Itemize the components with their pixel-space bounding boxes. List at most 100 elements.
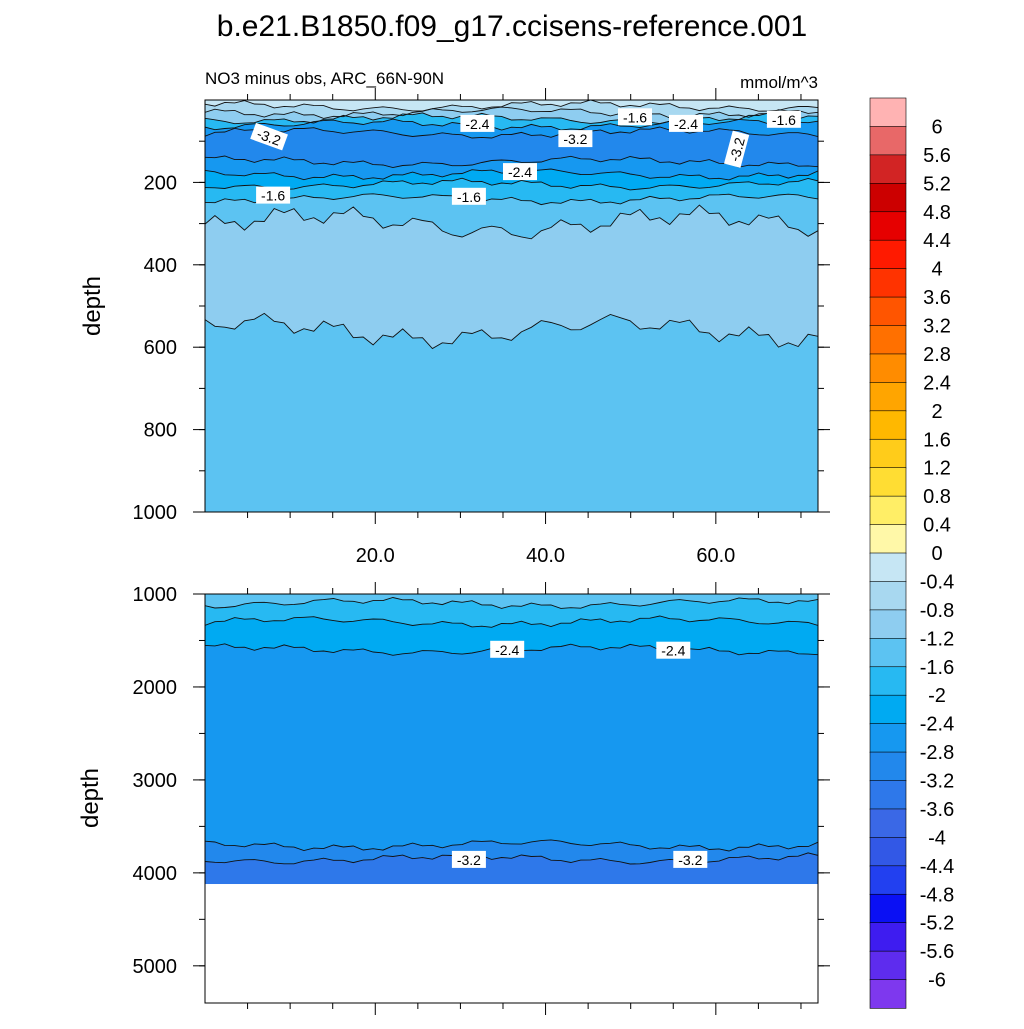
colorbar-swatch-3 [869,183,907,213]
colorbar-swatch-26 [869,837,907,867]
svg-text:-3.2: -3.2 [678,852,702,868]
upper-contour-label-3: -1.6 [618,108,652,126]
colorbar-swatch-31 [869,979,907,1009]
svg-text:-3.2: -3.2 [726,135,748,163]
lower-contour-label-0: -2.4 [490,640,525,658]
colorbar-label-8: 2.8 [923,344,951,366]
colorbar-label-29: -5.6 [920,941,954,963]
colorbar-swatch-17 [869,581,907,611]
colorbar-swatch-29 [869,922,907,952]
colorbar-label-17: -0.8 [920,600,954,622]
svg-text:-3.2: -3.2 [255,125,283,148]
lower-panel-frame [204,593,819,1004]
upper-panel: -3.2 -2.4 -3.2 -1.6 -2.4 -3.2 -1.6 -2.4 -1.6 -1.6… [79,88,830,567]
colorbar-label-9: 2.4 [923,372,951,394]
colorbar-swatch-21 [869,694,907,725]
lower-contour-line-5 [205,852,818,865]
colorbar-label-18: -1.2 [920,628,954,650]
upper-contour-line-10 [205,204,818,240]
colorbar-label-2: 5.2 [923,173,951,195]
colorbar-swatch-8 [869,325,907,355]
lower-contour-line-2 [205,615,818,628]
upper-contour-label-6: -1.6 [766,110,801,128]
upper-contour-line-1 [205,100,818,112]
lower-band-5 [205,852,818,887]
colorbar-swatch-22 [869,723,907,753]
colorbar-swatch-16 [869,552,907,583]
svg-text:-1.6: -1.6 [457,189,481,205]
upper-panel-ticks: 200 400 600 800 1000 20.0 40.0 60.0 [133,88,830,567]
figure-title: b.e21.B1850.f09_g17.ccisens-reference.00… [217,10,807,43]
colorbar-label-19: -1.6 [920,657,954,679]
colorbar-swatch-27 [869,865,907,895]
upper-contour-line-8 [205,177,818,191]
colorbar-swatch-11 [869,410,907,440]
upper-contour-label-7: -2.4 [503,163,537,181]
colorbar-swatch-24 [869,780,907,810]
svg-text:-2.4: -2.4 [465,116,489,132]
lower-contour-line-1 [205,597,818,609]
upper-contour-line-4 [205,118,818,131]
colorbar-swatch-1 [869,126,907,156]
colorbar-label-4: 4.4 [923,230,951,252]
colorbar-label-27: -4.8 [920,884,954,906]
colorbar-label-5: 4 [931,259,942,281]
colorbar-swatch-7 [869,296,907,327]
upper-ytick-label-3: 800 [144,420,177,442]
upper-contour-label-2: -3.2 [558,130,593,148]
upper-depth-label: depth [79,276,106,336]
upper-contour-line-2 [205,106,818,119]
upper-panel-contours [205,100,818,350]
colorbar: 6 5.6 5.2 4.8 4.4 4 3.6 3.2 2.8 2.4 2 1.6 1.2 0.8 0.4 0… [869,97,954,1009]
lower-panel-fill [205,594,818,1003]
upper-xtick-label-0: 20.0 [356,545,395,567]
upper-xtick-label-1: 40.0 [526,545,565,567]
colorbar-swatch-23 [869,751,907,782]
svg-text:-1.6: -1.6 [261,188,285,204]
lower-ytick-label-3: 4000 [133,863,178,885]
colorbar-swatch-10 [869,382,907,412]
lower-ytick-label-4: 5000 [133,956,178,978]
lower-panel-contour-labels: -2.4 -2.4 -3.2 -3.2 [451,640,708,868]
upper-contour-line-6 [205,155,818,169]
svg-text:-2.4: -2.4 [508,164,532,180]
upper-contour-label-0: -3.2 [250,122,288,151]
lower-contour-label-3: -3.2 [673,850,708,868]
colorbar-swatch-4 [869,211,907,241]
colorbar-swatch-6 [869,268,907,298]
colorbar-label-0: 6 [931,116,942,138]
colorbar-label-22: -2.8 [920,742,954,764]
colorbar-swatch-28 [869,893,907,924]
colorbar-swatch-0 [869,97,907,128]
colorbar-label-16: -0.4 [920,571,954,593]
colorbar-label-3: 4.8 [923,202,951,224]
svg-text:-1.6: -1.6 [623,109,647,125]
upper-panel-fill [205,100,818,512]
colorbar-label-10: 2 [931,401,942,423]
colorbar-label-20: -2 [928,685,946,707]
upper-ytick-label-1: 400 [144,255,177,277]
lower-panel-ticks: 1000 2000 3000 4000 5000 [133,582,830,1015]
colorbar-label-23: -3.2 [920,771,954,793]
colorbar-label-7: 3.2 [923,316,951,338]
subtitle-left: NO3 minus obs, ARC_66N-90N [205,69,444,88]
colorbar-swatch-9 [869,353,907,384]
lower-contour-label-1: -2.4 [656,641,691,659]
colorbar-label-11: 1.6 [923,429,951,451]
upper-panel-contour-labels: -3.2 -2.4 -3.2 -1.6 -2.4 -3.2 -1.6 -2.4 -1.6 -1.6 [250,108,801,205]
colorbar-label-6: 3.6 [923,287,951,309]
colorbar-label-15: 0 [931,543,942,565]
colorbar-label-24: -3.6 [920,799,954,821]
upper-contour-label-1: -2.4 [460,114,495,132]
colorbar-label-21: -2.4 [920,714,954,736]
upper-contour-label-9: -1.6 [451,187,486,205]
colorbar-swatch-12 [869,438,907,469]
lower-ytick-label-1: 2000 [133,677,178,699]
colorbar-swatch-30 [869,950,907,981]
colorbar-label-12: 1.2 [923,458,951,480]
colorbar-swatch-14 [869,495,907,526]
colorbar-swatch-2 [869,154,907,185]
colorbar-swatch-15 [869,524,907,554]
